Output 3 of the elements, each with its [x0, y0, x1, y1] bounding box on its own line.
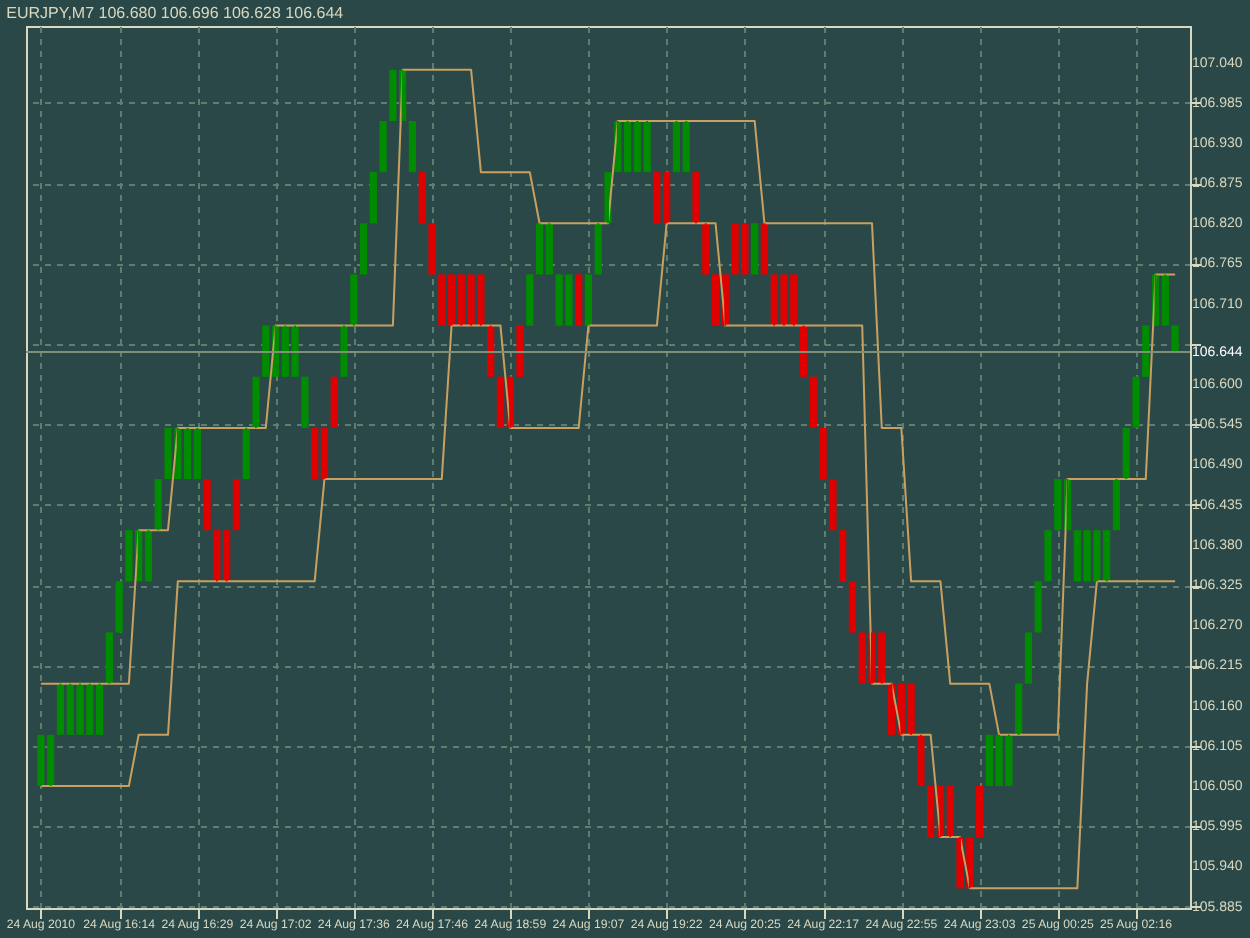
line-series [39, 68, 1177, 736]
line-series [39, 222, 1177, 890]
chart-title: EURJPY,M7 106.680 106.696 106.628 106.644 [6, 4, 345, 22]
